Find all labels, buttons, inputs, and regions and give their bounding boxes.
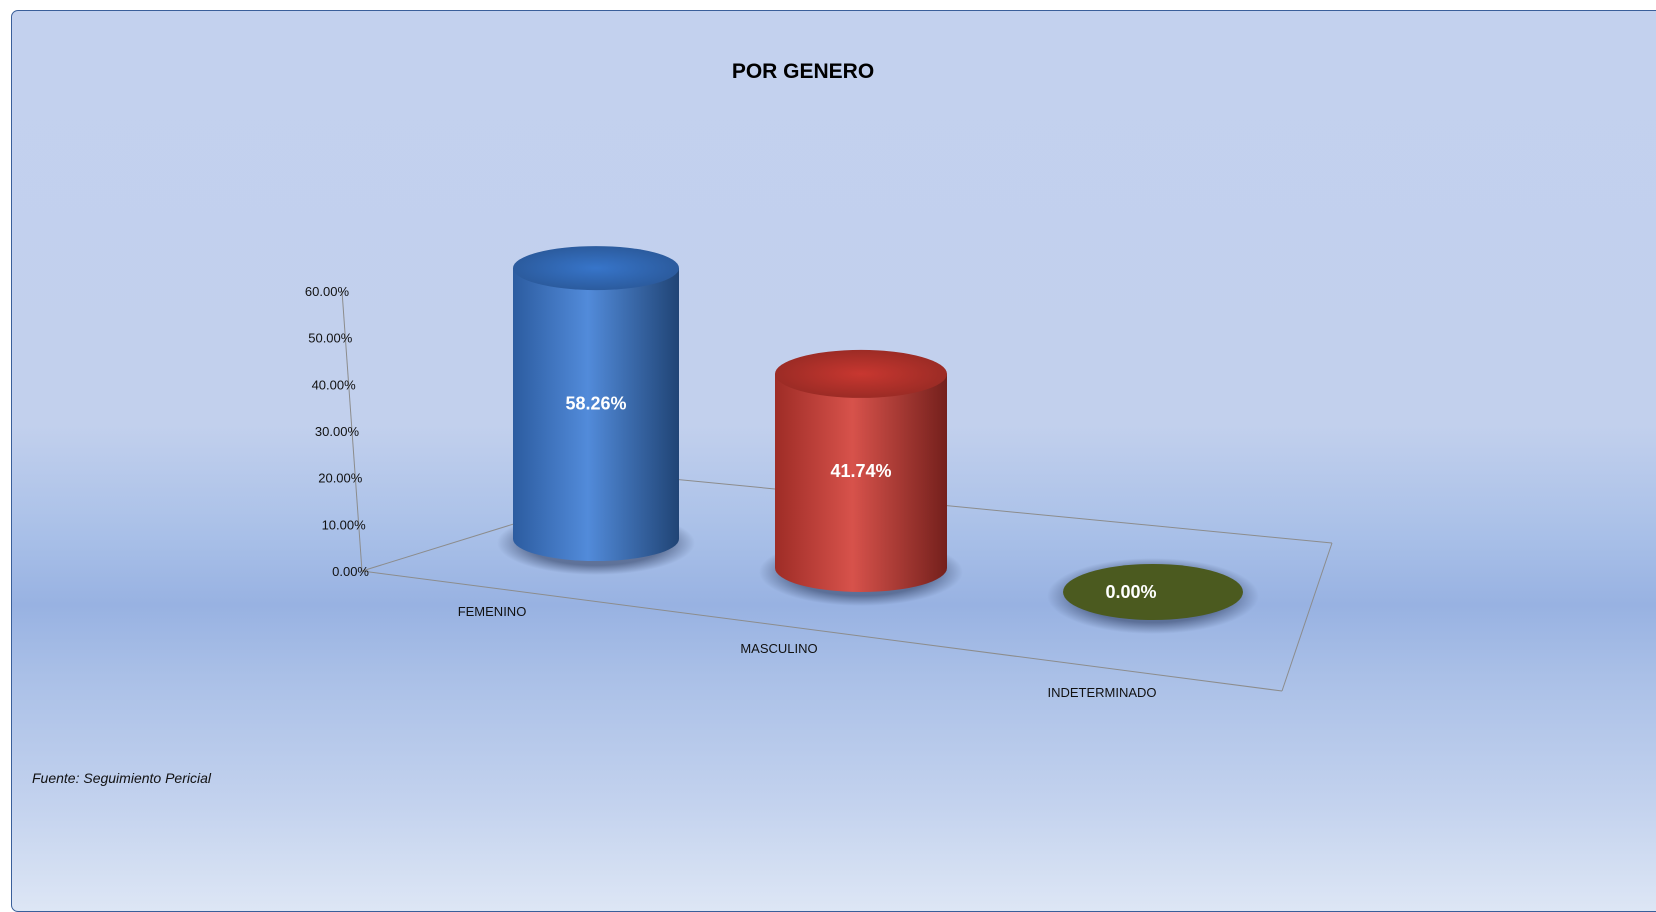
data-label: 41.74% — [830, 461, 891, 481]
y-tick-label: 40.00% — [312, 377, 357, 392]
chart-title: POR GENERO — [732, 60, 874, 83]
bar-top-indeterminado — [1063, 564, 1243, 620]
y-tick-label: 0.00% — [332, 564, 369, 579]
x-tick-label: MASCULINO — [740, 641, 817, 656]
floor-right-edge — [1281, 542, 1333, 692]
floor-front-edge — [361, 570, 1283, 692]
x-tick-label: FEMENINO — [458, 604, 527, 619]
bar-top-masculino — [775, 349, 947, 398]
y-tick-label: 20.00% — [318, 471, 363, 486]
y-tick-label: 10.00% — [322, 517, 367, 532]
floor-back-edge — [661, 477, 1333, 544]
bar-top-femenino — [513, 246, 679, 291]
category-labels: FEMENINO MASCULINO INDETERMINADO — [458, 604, 1157, 700]
y-tick-label: 60.00% — [305, 284, 350, 299]
data-label: 0.00% — [1105, 582, 1156, 602]
x-tick-label: INDETERMINADO — [1047, 685, 1156, 700]
bar-femenino — [513, 268, 679, 561]
y-tick-label: 50.00% — [308, 331, 353, 346]
source-note: Fuente: Seguimiento Pericial — [32, 770, 212, 786]
chart-frame: POR GENERO 0.00% 10.00% 20.00% 30.00% 40.00%… — [11, 10, 1656, 912]
y-axis-ticks: 0.00% 10.00% 20.00% 30.00% 40.00% 50.00% 60.00… — [305, 284, 370, 579]
chart-svg: POR GENERO 0.00% 10.00% 20.00% 30.00% 40.00%… — [32, 60, 1333, 786]
data-label: 58.26% — [565, 394, 626, 414]
bar-masculino — [775, 373, 947, 592]
y-tick-label: 30.00% — [315, 424, 360, 439]
y-axis-line — [341, 290, 363, 572]
data-labels: 58.26% 41.74% 0.00% — [565, 394, 1156, 602]
bars — [497, 246, 1259, 634]
